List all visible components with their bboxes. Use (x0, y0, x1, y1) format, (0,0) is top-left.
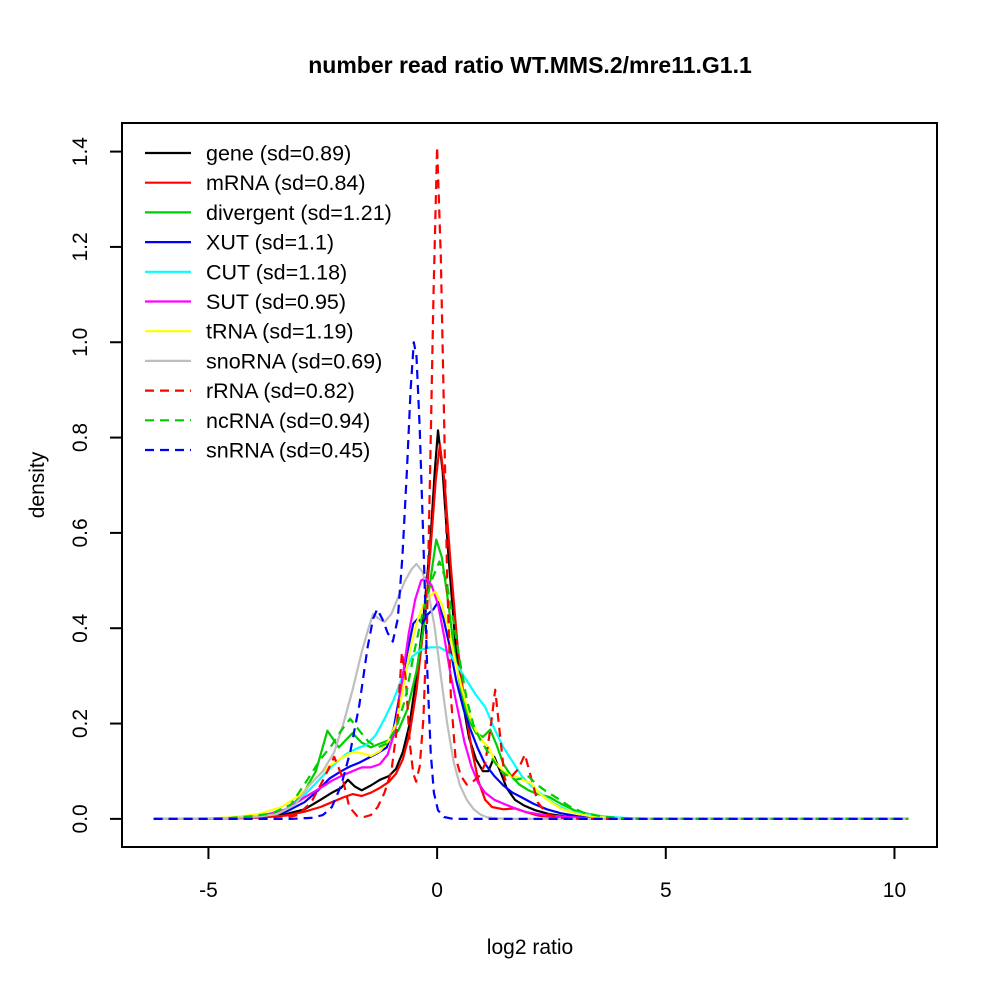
series-curve-rRNA (153, 145, 909, 820)
y-tick-label: 0.8 (69, 423, 92, 452)
x-tick-label: -5 (199, 879, 218, 902)
y-tick-label: 0.6 (69, 518, 92, 547)
series-curve-tRNA (153, 590, 909, 820)
y-tick-label: 1.4 (69, 137, 92, 167)
series-curve-SUT (153, 576, 909, 820)
x-tick-label: 10 (883, 879, 906, 902)
x-axis-label: log2 ratio (486, 936, 574, 959)
series-curve-XUT (153, 600, 909, 820)
x-tick-label: 5 (660, 879, 672, 902)
legend-label-SUT: SUT (sd=0.95) (206, 290, 346, 314)
series-curve-mRNA (153, 443, 909, 820)
legend-item-XUT: XUT (sd=1.1) (145, 231, 334, 255)
legend-item-gene: gene (sd=0.89) (145, 142, 351, 166)
legend-label-CUT: CUT (sd=1.18) (206, 260, 347, 284)
legend-item-mRNA: mRNA (sd=0.84) (145, 171, 366, 195)
legend-label-gene: gene (sd=0.89) (206, 142, 351, 166)
legend-item-rRNA: rRNA (sd=0.82) (145, 379, 355, 403)
chart-title: number read ratio WT.MMS.2/mre11.G1.1 (308, 52, 752, 78)
legend-item-snRNA: snRNA (sd=0.45) (145, 439, 370, 463)
series-curve-snoRNA (153, 562, 909, 820)
x-tick-label: 0 (431, 879, 443, 902)
y-tick-label: 1.0 (69, 328, 92, 357)
y-tick-label: 1.2 (69, 232, 92, 261)
legend-item-snoRNA: snoRNA (sd=0.69) (145, 349, 382, 373)
legend-label-mRNA: mRNA (sd=0.84) (206, 171, 366, 195)
legend-label-tRNA: tRNA (sd=1.19) (206, 320, 354, 344)
legend-item-tRNA: tRNA (sd=1.19) (145, 320, 354, 344)
legend-label-snoRNA: snoRNA (sd=0.69) (206, 349, 382, 373)
y-tick-label: 0.4 (69, 613, 92, 643)
legend-label-XUT: XUT (sd=1.1) (206, 231, 334, 255)
series-curve-gene (153, 429, 909, 820)
legend-item-SUT: SUT (sd=0.95) (145, 290, 346, 314)
legend-label-snRNA: snRNA (sd=0.45) (206, 439, 370, 463)
y-tick-label: 0.2 (69, 709, 92, 738)
legend-item-CUT: CUT (sd=1.18) (145, 260, 347, 284)
legend-label-divergent: divergent (sd=1.21) (206, 201, 392, 225)
plot-frame (121, 122, 938, 848)
legend-label-ncRNA: ncRNA (sd=0.94) (206, 409, 370, 433)
legend-item-ncRNA: ncRNA (sd=0.94) (145, 409, 370, 433)
legend-item-divergent: divergent (sd=1.21) (145, 201, 392, 225)
series-curve-CUT (153, 646, 909, 820)
y-tick-label: 0.0 (69, 804, 92, 833)
series-curve-ncRNA (153, 560, 909, 820)
series-curve-snRNA (153, 341, 909, 820)
legend-label-rRNA: rRNA (sd=0.82) (206, 379, 355, 403)
